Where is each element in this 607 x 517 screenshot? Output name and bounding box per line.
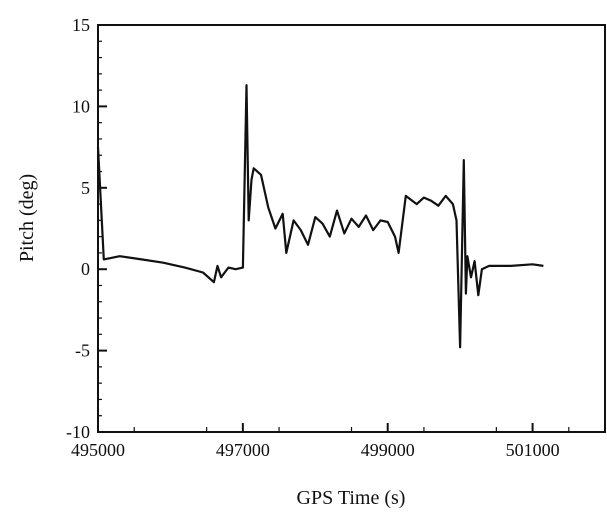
y-tick-label: 0 (81, 259, 90, 279)
y-tick-label: -5 (75, 341, 90, 361)
y-tick-label: 10 (72, 96, 90, 116)
x-tick-label: 499000 (361, 440, 415, 460)
series-line (96, 84, 544, 349)
y-tick-label: -10 (66, 422, 90, 442)
x-axis: 495000 497000 499000 501000 (71, 423, 570, 460)
x-tick-label: 495000 (71, 440, 125, 460)
y-axis-label: Pitch (deg) (16, 174, 38, 262)
x-tick-label: 497000 (216, 440, 270, 460)
y-tick-label: 5 (81, 178, 90, 198)
y-axis: -10 -5 0 5 10 15 (66, 15, 107, 442)
y-tick-label: 15 (72, 15, 90, 35)
plot-frame (97, 24, 606, 433)
x-tick-label: 501000 (506, 440, 560, 460)
x-axis-label: GPS Time (s) (297, 487, 406, 509)
